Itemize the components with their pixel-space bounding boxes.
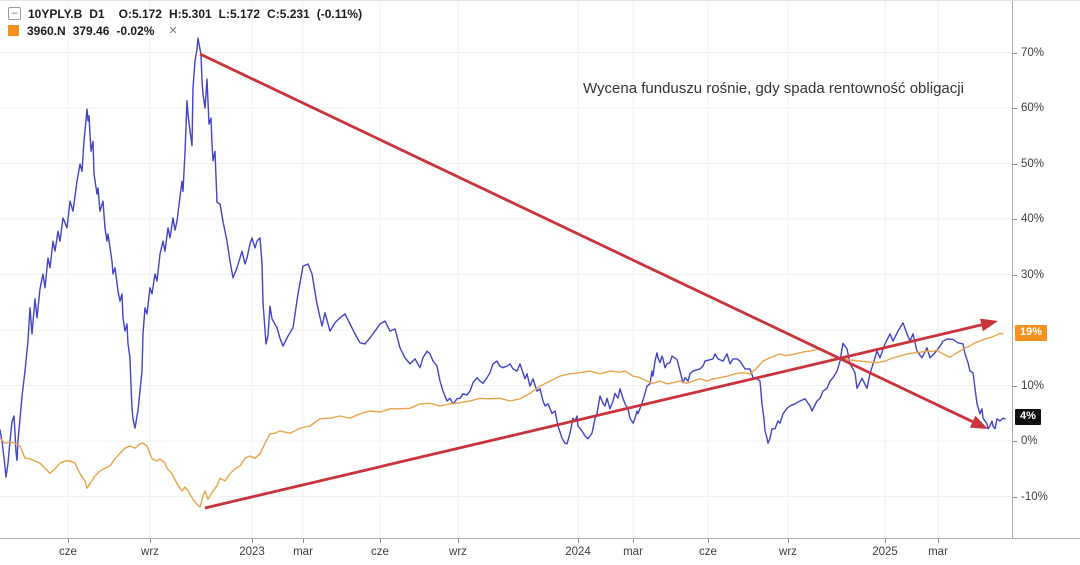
- symbol-interval[interactable]: D1: [89, 6, 105, 21]
- price-tick-mark: [1013, 275, 1017, 276]
- price-badge-19: 19%: [1015, 325, 1048, 341]
- legend-row-main: – 10YPLY.B D1 O:5.172 H:5.301 L:5.172 C:5.2…: [8, 5, 362, 22]
- series-color-swatch: [8, 25, 19, 36]
- chart-canvas[interactable]: [0, 1, 1012, 538]
- price-tick-label: 30%: [1021, 269, 1045, 281]
- time-tick-mark: [303, 539, 304, 543]
- series-line-3960-n[interactable]: [0, 332, 1004, 508]
- collapse-button[interactable]: –: [8, 7, 21, 20]
- time-tick-label: wrz: [449, 546, 467, 558]
- time-tick-mark: [708, 539, 709, 543]
- time-tick-mark: [885, 539, 886, 543]
- price-tick-mark: [1013, 386, 1017, 387]
- time-tick-label: cze: [699, 546, 717, 558]
- ohlc-value: O:5.172: [118, 6, 162, 21]
- time-tick-label: cze: [371, 546, 389, 558]
- legend-row-overlay: 3960.N 379.46 -0.02% ✕: [8, 22, 362, 39]
- overlay-change: -0.02%: [116, 23, 155, 38]
- price-tick-label: 70%: [1021, 47, 1045, 59]
- time-tick-label: 2024: [565, 546, 591, 558]
- time-axis[interactable]: cze wrz 2023 mar cze wrz 2024 mar cze wrz 2025 mar: [0, 538, 1080, 565]
- price-tick-label: 60%: [1021, 102, 1045, 114]
- legend: – 10YPLY.B D1 O:5.172 H:5.301 L:5.172 C:5.2…: [8, 5, 362, 39]
- overlay-symbol-name[interactable]: 3960.N: [27, 23, 66, 38]
- time-tick-mark: [68, 539, 69, 543]
- trend-arrow-up-head: [980, 318, 998, 332]
- time-tick-label: wrz: [141, 546, 159, 558]
- time-tick-mark: [578, 539, 579, 543]
- time-tick-label: 2025: [872, 546, 898, 558]
- price-axis[interactable]: 70% 60% 50% 40% 30% 10% 0% -10% 19% 4%: [1012, 1, 1080, 538]
- time-tick-mark: [458, 539, 459, 543]
- ohlc-value: L:5.172: [218, 6, 261, 21]
- time-tick-label: cze: [59, 546, 77, 558]
- time-tick-label: mar: [293, 546, 313, 558]
- trend-arrow-up[interactable]: [204, 318, 998, 510]
- price-tick-label: 10%: [1021, 380, 1045, 392]
- price-tick-label: 50%: [1021, 158, 1045, 170]
- trend-arrow-down-line[interactable]: [199, 52, 974, 423]
- time-tick-mark: [150, 539, 151, 543]
- time-tick-label: mar: [928, 546, 948, 558]
- symbol-name[interactable]: 10YPLY.B: [28, 6, 83, 21]
- price-tick-mark: [1013, 441, 1017, 442]
- ohlc-value: (-0.11%): [316, 6, 363, 21]
- price-tick-mark: [1013, 164, 1017, 165]
- price-tick-label: -10%: [1021, 491, 1048, 503]
- time-tick-label: mar: [623, 546, 643, 558]
- time-tick-label: 2023: [239, 546, 265, 558]
- chart-annotation-text: Wycena funduszu rośnie, gdy spada rentow…: [583, 80, 964, 97]
- trend-arrow-down-head: [969, 415, 988, 429]
- trend-arrow-up-line[interactable]: [204, 323, 982, 510]
- overlay-price: 379.46: [72, 23, 110, 38]
- price-badge-4: 4%: [1015, 409, 1041, 425]
- price-tick-mark: [1013, 108, 1017, 109]
- ohlc-values: O:5.172 H:5.301 L:5.172 C:5.231 (-0.11%): [112, 7, 362, 21]
- price-tick-mark: [1013, 53, 1017, 54]
- time-tick-label: wrz: [779, 546, 797, 558]
- remove-overlay-button[interactable]: ✕: [168, 25, 178, 37]
- price-tick-label: 40%: [1021, 213, 1045, 225]
- price-tick-label: 0%: [1021, 435, 1038, 447]
- price-tick-mark: [1013, 497, 1017, 498]
- trend-arrow-down[interactable]: [199, 52, 988, 429]
- time-tick-mark: [380, 539, 381, 543]
- ohlc-value: H:5.301: [168, 6, 212, 21]
- ohlc-value: C:5.231: [267, 6, 310, 21]
- time-tick-mark: [788, 539, 789, 543]
- time-tick-mark: [938, 539, 939, 543]
- time-tick-mark: [633, 539, 634, 543]
- time-tick-mark: [252, 539, 253, 543]
- price-tick-mark: [1013, 219, 1017, 220]
- series-line-10yply-b[interactable]: [0, 37, 1006, 478]
